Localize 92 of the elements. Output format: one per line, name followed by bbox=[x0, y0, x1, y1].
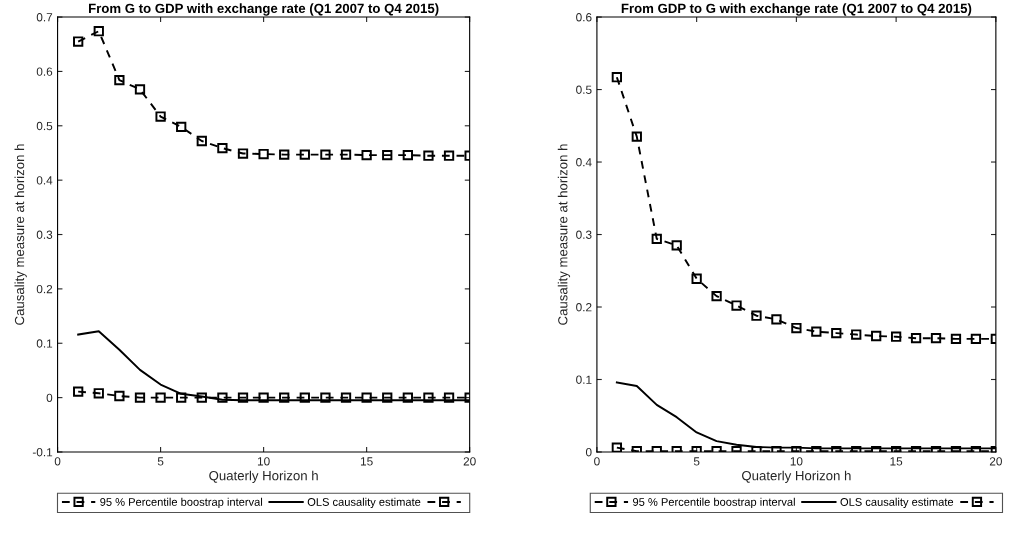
chart-title: From GDP to G with exchange rate (Q1 2007 to Q4 2015) bbox=[621, 3, 972, 16]
point bbox=[711, 291, 722, 302]
x-tick-label: 10 bbox=[257, 457, 270, 466]
x-tick-label: 15 bbox=[890, 457, 903, 466]
y-tick-label: 0.3 bbox=[36, 230, 53, 239]
point bbox=[361, 150, 372, 161]
point bbox=[811, 326, 822, 337]
y-tick-label: 0.6 bbox=[36, 67, 53, 76]
point bbox=[279, 392, 290, 403]
x-tick-label: 10 bbox=[790, 457, 803, 466]
legend-label: OLS causality estimate bbox=[840, 497, 954, 509]
y-axis-title: Causality measure at horizon h bbox=[557, 144, 571, 325]
point bbox=[890, 331, 902, 342]
y-axis-title: Causality measure at horizon h bbox=[14, 144, 27, 325]
point bbox=[93, 388, 104, 399]
point bbox=[950, 333, 962, 345]
chart-title: From G to GDP with exchange rate (Q1 2007 to Q4 2015) bbox=[89, 3, 439, 16]
point bbox=[176, 392, 187, 403]
point bbox=[402, 392, 413, 403]
x-tick-label: 0 bbox=[54, 457, 61, 466]
point bbox=[237, 392, 249, 403]
point bbox=[910, 333, 922, 344]
y-tick-label: -0.1 bbox=[32, 448, 53, 457]
point bbox=[930, 333, 942, 344]
x-axis-title: Quaterly Horizon h bbox=[742, 470, 851, 483]
point bbox=[851, 329, 862, 340]
point bbox=[340, 149, 352, 160]
point bbox=[114, 74, 125, 86]
point bbox=[176, 121, 187, 133]
point bbox=[382, 150, 393, 161]
legend-label: 95 % Percentile boostrap interval bbox=[633, 497, 795, 509]
point bbox=[361, 392, 372, 403]
point bbox=[691, 273, 702, 284]
point bbox=[320, 392, 331, 403]
point bbox=[217, 392, 228, 403]
point bbox=[155, 392, 166, 403]
point bbox=[134, 392, 146, 403]
point bbox=[217, 142, 228, 154]
x-axis-title: Quaterly Horizon h bbox=[209, 470, 318, 483]
point bbox=[93, 26, 104, 37]
y-tick-label: 0.1 bbox=[36, 339, 53, 348]
point bbox=[196, 135, 207, 147]
legend-label: 95 % Percentile boostrap interval bbox=[100, 497, 263, 509]
y-tick-label: 0.6 bbox=[576, 13, 592, 22]
y-tick-label: 0.1 bbox=[576, 375, 592, 384]
point bbox=[237, 148, 249, 159]
point bbox=[731, 300, 742, 311]
point bbox=[196, 392, 207, 403]
x-tick-label: 0 bbox=[594, 457, 600, 466]
point bbox=[155, 111, 166, 122]
point bbox=[443, 150, 455, 161]
point bbox=[611, 442, 622, 452]
point bbox=[299, 149, 310, 160]
y-tick-label: 0.5 bbox=[576, 85, 592, 94]
point bbox=[443, 392, 455, 403]
x-tick-label: 15 bbox=[360, 457, 373, 466]
point bbox=[671, 240, 682, 251]
point bbox=[751, 310, 762, 321]
y-tick-label: 0 bbox=[46, 393, 53, 403]
point bbox=[258, 392, 269, 403]
point bbox=[258, 148, 269, 160]
y-tick-label: 0.2 bbox=[576, 303, 592, 312]
point bbox=[651, 233, 662, 245]
point bbox=[73, 36, 84, 47]
point bbox=[771, 314, 782, 325]
point bbox=[299, 392, 310, 403]
x-tick-label: 20 bbox=[989, 457, 1002, 466]
y-tick-label: 0.4 bbox=[576, 158, 592, 167]
point bbox=[791, 322, 802, 334]
legend-label: OLS causality estimate bbox=[307, 497, 421, 509]
x-tick-label: 5 bbox=[157, 457, 164, 466]
point bbox=[320, 149, 331, 160]
point bbox=[831, 327, 842, 339]
y-tick-label: 0.5 bbox=[36, 121, 53, 131]
point bbox=[423, 392, 434, 403]
x-tick-label: 20 bbox=[463, 457, 476, 466]
y-tick-label: 0.2 bbox=[36, 284, 53, 294]
point bbox=[73, 386, 84, 397]
point bbox=[871, 330, 882, 342]
point bbox=[279, 149, 290, 160]
point bbox=[340, 392, 352, 403]
x-tick-label: 5 bbox=[693, 457, 700, 466]
point bbox=[402, 150, 413, 161]
point bbox=[114, 390, 125, 402]
point bbox=[423, 150, 434, 161]
y-tick-label: 0 bbox=[585, 448, 592, 457]
point bbox=[382, 392, 393, 403]
y-tick-label: 0.7 bbox=[36, 13, 53, 22]
y-tick-label: 0.4 bbox=[36, 176, 53, 185]
y-tick-label: 0.3 bbox=[576, 230, 592, 239]
point bbox=[134, 84, 146, 95]
point bbox=[970, 333, 982, 345]
